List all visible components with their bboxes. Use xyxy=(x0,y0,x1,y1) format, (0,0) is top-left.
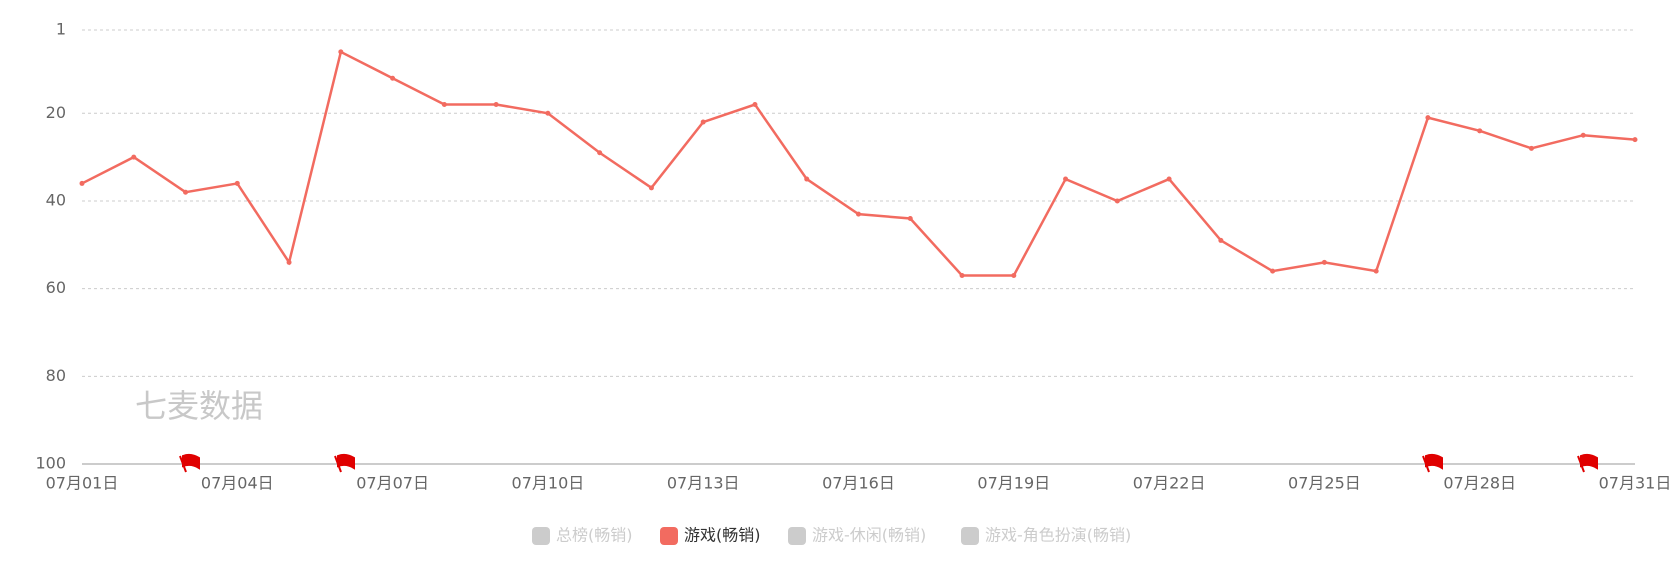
x-tick-label: 07月16日 xyxy=(822,474,895,493)
x-tick-label: 07月10日 xyxy=(512,474,585,493)
x-tick-label: 07月04日 xyxy=(201,474,274,493)
point xyxy=(1063,176,1069,182)
legend-label[interactable]: 总榜(畅销) xyxy=(556,526,633,545)
legend-swatch xyxy=(660,527,678,545)
point xyxy=(1373,268,1379,274)
point xyxy=(338,49,344,55)
point xyxy=(959,272,965,278)
legend-label[interactable]: 游戏(畅销) xyxy=(684,526,761,545)
flag xyxy=(334,453,355,473)
point xyxy=(390,75,396,81)
x-tick-label: 07月13日 xyxy=(667,474,740,493)
flag xyxy=(179,453,200,473)
y-tick-label: 100 xyxy=(35,454,66,473)
point xyxy=(1166,176,1172,182)
point xyxy=(183,189,189,195)
point xyxy=(286,259,292,265)
point xyxy=(907,216,913,222)
legend-label[interactable]: 游戏-角色扮演(畅销) xyxy=(985,526,1131,545)
x-tick-label: 07月25日 xyxy=(1288,474,1361,493)
x-tick-label: 07月07日 xyxy=(356,474,429,493)
x-tick-label: 07月22日 xyxy=(1133,474,1206,493)
point xyxy=(1528,145,1534,151)
point xyxy=(1580,132,1586,138)
flag xyxy=(1577,453,1598,473)
legend-swatch xyxy=(788,527,806,545)
point xyxy=(804,176,810,182)
flag xyxy=(1422,453,1443,473)
point xyxy=(648,185,654,191)
point xyxy=(1114,198,1120,204)
point xyxy=(1425,115,1431,121)
point xyxy=(234,180,240,186)
point xyxy=(1632,137,1638,143)
legend-label[interactable]: 游戏-休闲(畅销) xyxy=(812,526,926,545)
x-tick-label: 07月19日 xyxy=(977,474,1050,493)
point xyxy=(1477,128,1483,134)
point xyxy=(752,102,758,108)
legend-swatch xyxy=(532,527,550,545)
point xyxy=(545,110,551,116)
point xyxy=(1011,272,1017,278)
point xyxy=(493,102,499,108)
point xyxy=(441,102,447,108)
watermark: 七麦数据 xyxy=(135,387,263,425)
flags xyxy=(179,453,1598,473)
legend: 总榜(畅销) 游戏(畅销) 游戏-休闲(畅销) 游戏-角色扮演(畅销) xyxy=(532,526,1131,545)
y-tick-label: 40 xyxy=(46,190,66,209)
point xyxy=(856,211,861,217)
point xyxy=(1270,268,1276,274)
point xyxy=(131,154,137,160)
point xyxy=(700,119,706,125)
point xyxy=(1321,259,1327,265)
y-tick-label: 1 xyxy=(56,20,66,39)
x-tick-label: 07月01日 xyxy=(46,474,119,493)
series-line xyxy=(81,50,1636,277)
point xyxy=(597,150,603,156)
point xyxy=(79,180,85,186)
point xyxy=(1218,237,1224,243)
x-tick-label: 07月31日 xyxy=(1599,474,1672,493)
x-tick-label: 07月28日 xyxy=(1443,474,1516,493)
legend-swatch xyxy=(961,527,979,545)
y-tick-label: 80 xyxy=(46,366,66,385)
y-tick-label: 60 xyxy=(46,278,66,297)
y-tick-label: 20 xyxy=(46,103,66,122)
